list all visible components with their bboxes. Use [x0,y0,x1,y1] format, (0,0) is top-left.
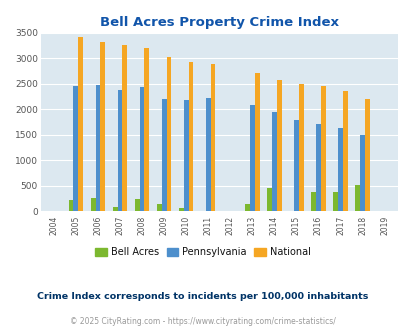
Bar [122,45,127,211]
Bar [320,86,325,211]
Bar [78,37,83,211]
Bar [68,200,73,211]
Bar [188,61,193,211]
Legend: Bell Acres, Pennsylvania, National: Bell Acres, Pennsylvania, National [91,243,314,261]
Bar [95,85,100,211]
Bar [276,80,281,211]
Bar [364,99,369,211]
Bar [354,185,359,211]
Bar [249,105,254,211]
Text: © 2025 CityRating.com - https://www.cityrating.com/crime-statistics/: © 2025 CityRating.com - https://www.city… [70,317,335,326]
Text: Crime Index corresponds to incidents per 100,000 inhabitants: Crime Index corresponds to incidents per… [37,292,368,301]
Bar [254,73,259,211]
Bar [161,99,166,211]
Title: Bell Acres Property Crime Index: Bell Acres Property Crime Index [100,16,338,29]
Bar [271,113,276,211]
Bar [333,192,337,211]
Bar [144,48,149,211]
Bar [210,64,215,211]
Bar [245,204,249,211]
Bar [183,100,188,211]
Bar [205,98,210,211]
Bar [156,204,161,211]
Bar [293,119,298,211]
Bar [298,84,303,211]
Bar [179,208,183,211]
Bar [166,57,171,211]
Bar [73,86,78,211]
Bar [315,124,320,211]
Bar [90,198,95,211]
Bar [342,91,347,211]
Bar [266,188,271,211]
Bar [134,199,139,211]
Bar [117,90,122,211]
Bar [311,192,315,211]
Bar [139,87,144,211]
Bar [113,207,117,211]
Bar [337,128,342,211]
Bar [359,135,364,211]
Bar [100,42,105,211]
